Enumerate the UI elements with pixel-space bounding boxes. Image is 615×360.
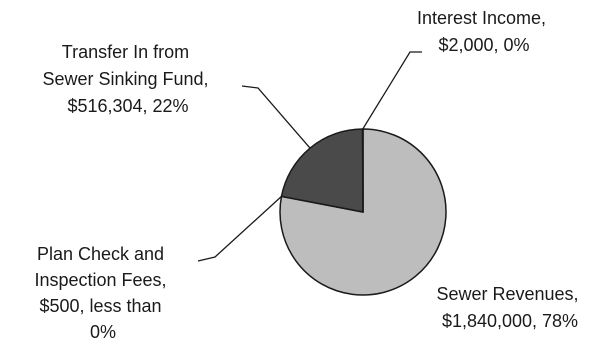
slice-label-plan-check-fees: Plan Check and Inspection Fees, $500, le… xyxy=(34,244,171,342)
leader-line-interest-income xyxy=(363,52,422,129)
slice-label-transfer-in: Transfer In from Sewer Sinking Fund, $51… xyxy=(42,42,213,116)
leader-line-plan-check-fees xyxy=(198,196,282,261)
leader-line-transfer-in xyxy=(242,86,310,148)
pie-slices xyxy=(280,129,446,295)
slice-label-interest-income: Interest Income, $2,000, 0% xyxy=(417,8,551,55)
slice-label-sewer-revenues: Sewer Revenues, $1,840,000, 78% xyxy=(436,284,583,331)
